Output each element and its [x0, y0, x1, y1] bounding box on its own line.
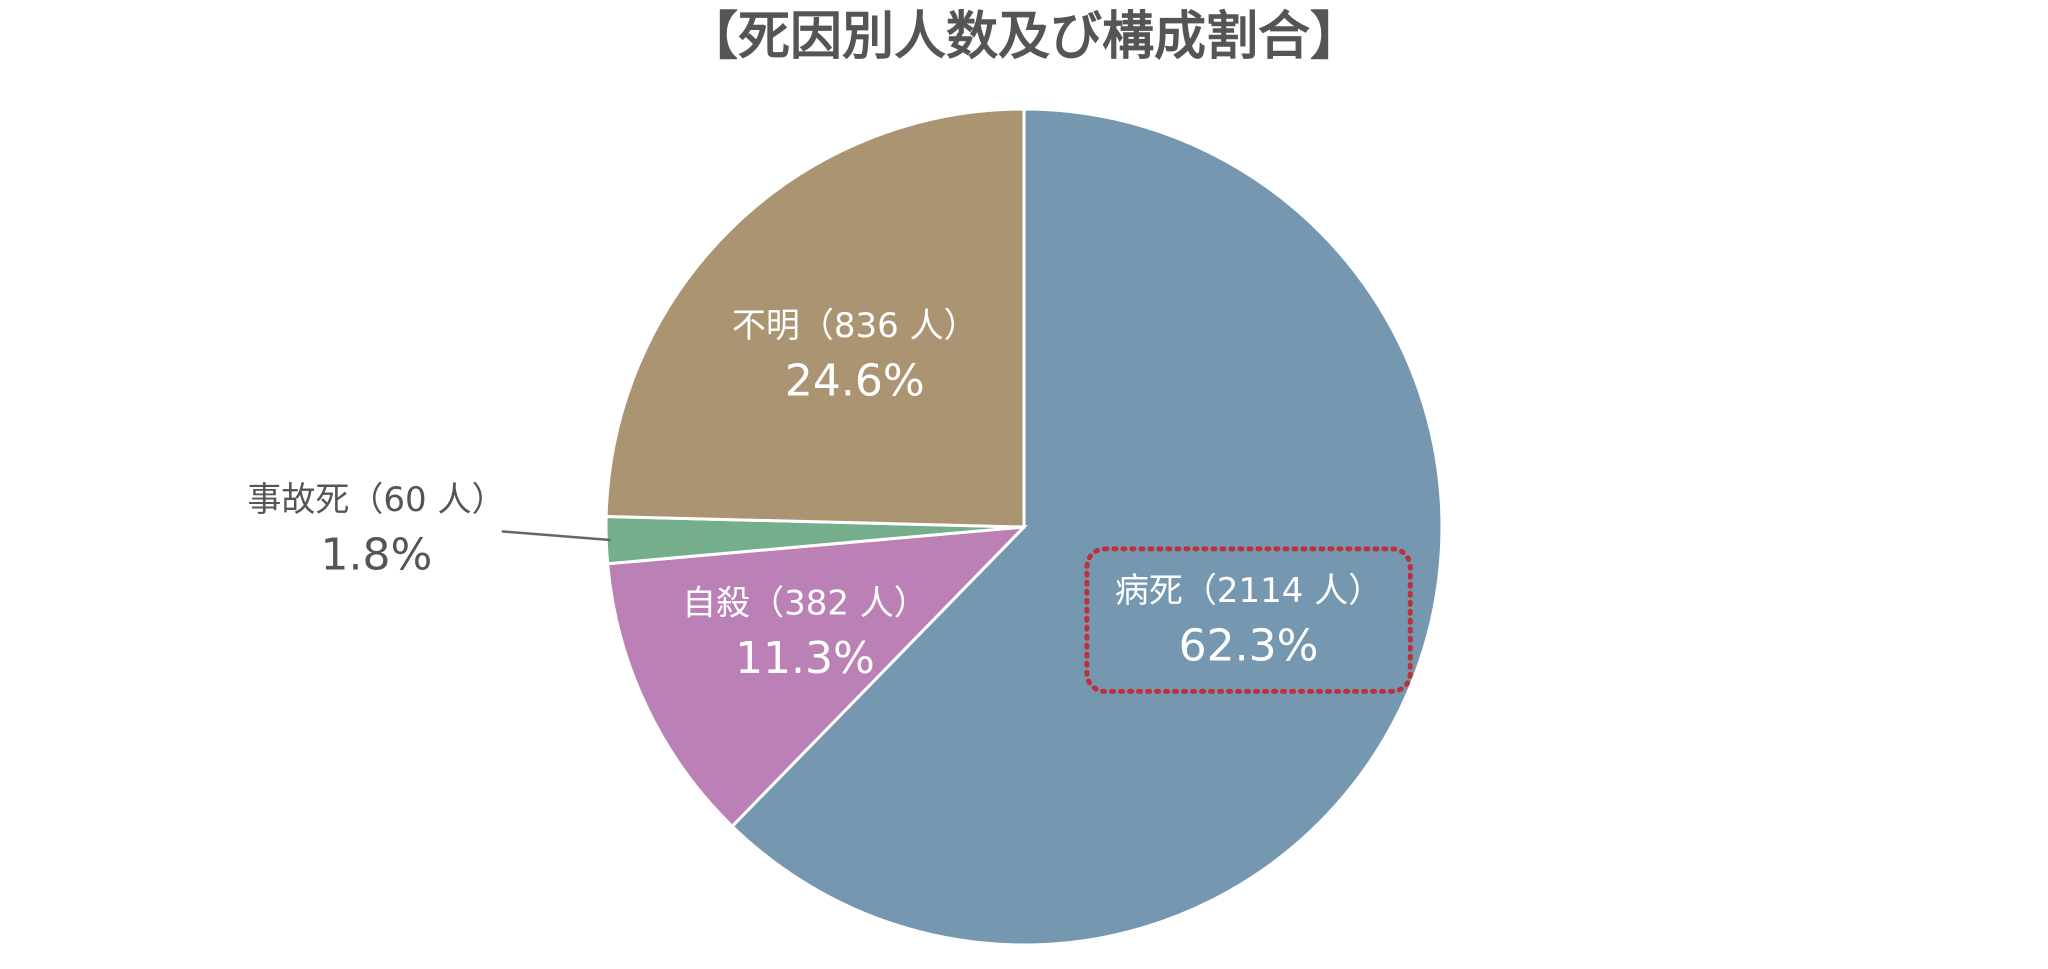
slice-value-label: 62.3%	[1179, 620, 1319, 671]
pie-slice	[605, 525, 1028, 829]
slice-label: 不明（836 人）	[732, 306, 978, 346]
slice-value-label: 11.3%	[735, 633, 875, 684]
leader-line	[501, 530, 611, 542]
slice-value-label: 24.6%	[785, 355, 925, 406]
pie-slice	[604, 107, 1026, 529]
pie-slice	[730, 107, 1444, 947]
chart-title: 【死因別人数及び構成割合】	[686, 7, 1362, 67]
highlight-box	[1084, 546, 1413, 694]
slice-value-label: 1.8%	[321, 529, 433, 580]
slice-label: 事故死（60 人）	[247, 480, 505, 520]
slice-label: 自殺（382 人）	[682, 583, 928, 623]
slice-label: 病死（2114 人）	[1115, 571, 1382, 611]
